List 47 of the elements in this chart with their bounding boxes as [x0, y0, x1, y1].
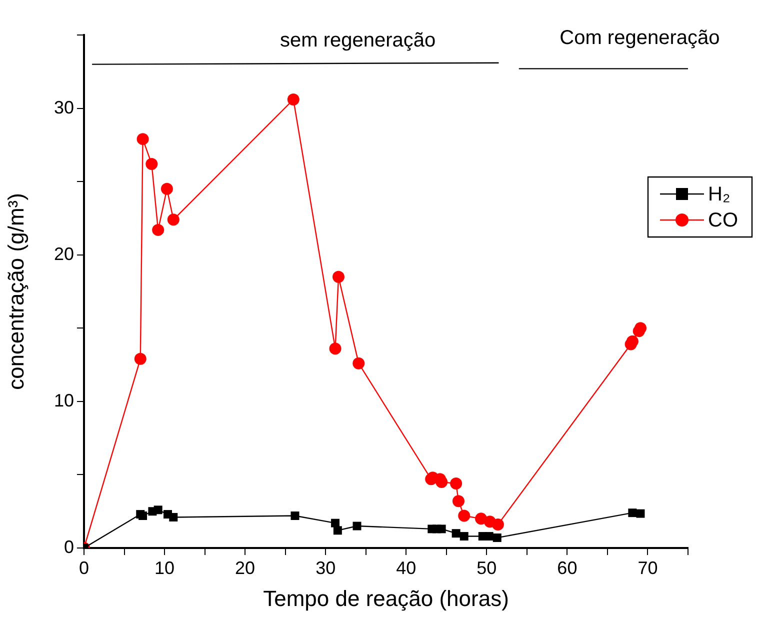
point [333, 526, 342, 535]
point [287, 93, 300, 106]
x-tick-label: 50 [476, 558, 497, 578]
x-tick-label: 40 [396, 558, 416, 578]
point [152, 224, 164, 236]
point [352, 522, 362, 530]
point [167, 214, 180, 226]
annotation: Com regeneração [560, 27, 720, 50]
point [436, 476, 448, 488]
legend-label: CO [708, 210, 738, 232]
y-tick-label: 20 [54, 244, 74, 264]
x-tick-label: 70 [638, 558, 658, 578]
point [484, 532, 494, 541]
point [452, 495, 464, 508]
point [636, 509, 645, 518]
y-tick-label: 0 [64, 536, 74, 557]
point [492, 533, 502, 542]
y-tick-label: 30 [54, 97, 74, 118]
point [136, 133, 149, 146]
x-tick-label: 30 [316, 558, 336, 578]
point [437, 524, 446, 534]
point [169, 512, 178, 522]
point [146, 158, 158, 170]
point [134, 352, 146, 365]
annotation: sem regeneração [280, 29, 436, 52]
y-tick-label: 10 [54, 390, 74, 410]
point [329, 342, 342, 355]
point [138, 512, 148, 520]
x-tick-label: 60 [557, 558, 578, 578]
point [450, 478, 462, 490]
y-axis-title: concentração (g/m³) [3, 193, 28, 390]
legend-label: H₂ [708, 184, 730, 206]
point [460, 532, 468, 541]
point [492, 518, 504, 531]
point [352, 357, 365, 370]
x-tick-label: 10 [154, 558, 175, 578]
point [160, 182, 173, 195]
point [452, 529, 460, 538]
x-tick-label: 20 [235, 558, 256, 578]
x-axis-title: Tempo de reação (horas) [263, 586, 509, 611]
point [290, 512, 300, 520]
point [332, 270, 344, 283]
point [628, 508, 637, 518]
point [626, 335, 638, 348]
point [154, 506, 162, 514]
x-tick-label: 0 [78, 558, 90, 578]
point [458, 510, 470, 522]
